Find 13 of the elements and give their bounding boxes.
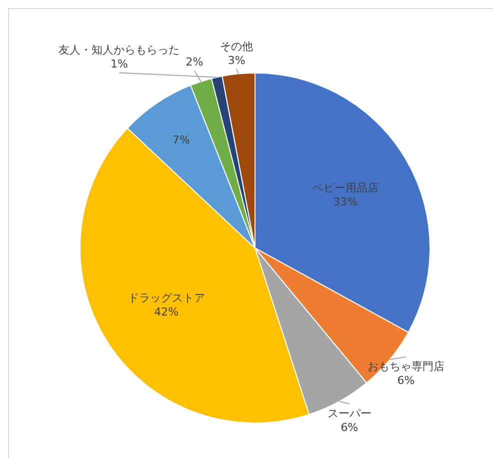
slice-label: その他 <box>220 40 254 53</box>
slice-label: ベビー用品店 <box>312 182 378 195</box>
data-label: 7% <box>172 133 190 146</box>
data-label: 1% <box>110 58 128 71</box>
data-label: 6% <box>397 374 415 387</box>
data-label: 33% <box>333 196 358 209</box>
slice-label: 友人・知人からもらった <box>58 44 180 57</box>
data-label: 42% <box>154 305 179 318</box>
slice-label: スーパー <box>327 406 372 420</box>
data-label: 3% <box>228 54 246 67</box>
data-label: 2% <box>186 56 204 69</box>
slice-label: ドラッグストア <box>128 291 205 304</box>
data-label: 6% <box>340 420 358 434</box>
